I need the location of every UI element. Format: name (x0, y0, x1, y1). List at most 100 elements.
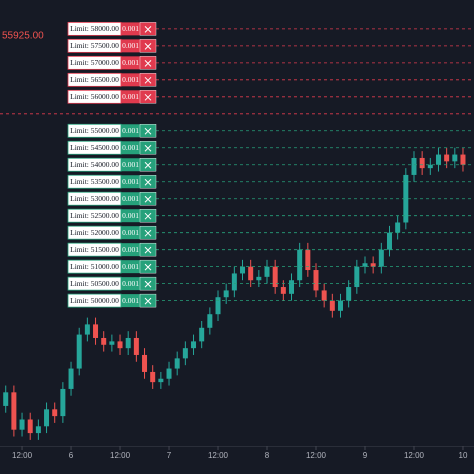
candle-body (125, 337, 131, 349)
cancel-icon (144, 59, 152, 67)
candle-body (240, 266, 246, 274)
candle-body (346, 287, 352, 301)
order-qty-box (121, 22, 140, 36)
order-label: Limit: 54500.00 (70, 143, 119, 152)
candle-body (460, 154, 466, 165)
candle-body (19, 419, 25, 430)
order-qty: 0.001 (122, 41, 139, 50)
x-tick-label: 12:00 (306, 451, 327, 460)
x-tick-label: 12:00 (404, 451, 425, 460)
x-tick-label: 9 (363, 451, 368, 460)
order-qty: 0.001 (122, 245, 139, 254)
order-qty: 0.001 (122, 194, 139, 203)
order-qty-box (121, 141, 140, 155)
order-qty: 0.001 (122, 262, 139, 271)
order-label: Limit: 57000.00 (70, 58, 119, 67)
candle-body (60, 388, 66, 417)
candle-body (84, 324, 90, 335)
cancel-icon (144, 297, 152, 305)
x-tick-label: 6 (69, 451, 74, 460)
candle-body (329, 300, 335, 311)
order-qty: 0.001 (122, 296, 139, 305)
cancel-icon (144, 26, 152, 33)
candle-body (117, 341, 123, 349)
candle-body (199, 327, 205, 342)
candle-body (191, 341, 197, 349)
cancel-icon (144, 43, 152, 50)
order-qty-box (121, 277, 140, 291)
candle-body (68, 368, 74, 389)
order-label: Limit: 52000.00 (70, 228, 119, 237)
candle-body (313, 270, 319, 291)
order-label: Limit: 53000.00 (70, 194, 119, 203)
candle-body (386, 232, 392, 250)
order-qty-box (121, 56, 140, 70)
order-label: Limit: 51500.00 (70, 245, 119, 254)
candle-body (35, 426, 41, 434)
order-qty: 0.001 (122, 177, 139, 186)
candle-body (411, 157, 417, 175)
order-qty-box (121, 175, 140, 189)
order-qty-box (121, 90, 140, 104)
order-label: Limit: 57500.00 (70, 41, 119, 50)
candle-body (109, 341, 115, 345)
order-qty-box (121, 260, 140, 274)
order-label: Limit: 56500.00 (70, 75, 119, 84)
candle-body (444, 154, 450, 162)
order-qty-box (121, 73, 140, 87)
candle-body (403, 174, 409, 223)
candle-body (231, 273, 237, 291)
candle-body (321, 290, 327, 301)
candle-body (142, 354, 148, 372)
candle-body (207, 314, 213, 328)
candle-body (166, 368, 172, 379)
cancel-icon (144, 161, 152, 169)
candle-body (395, 222, 401, 233)
candle-body (44, 409, 50, 427)
candle-body (354, 266, 360, 288)
order-label: Limit: 54000.00 (70, 160, 119, 169)
candle-body (297, 249, 303, 281)
order-label: Limit: 53500.00 (70, 177, 119, 186)
candle-body (248, 266, 254, 281)
candle-body (93, 324, 99, 338)
candle-body (223, 290, 229, 298)
cancel-icon (144, 127, 152, 135)
cancel-icon (144, 195, 152, 203)
order-label: Limit: 50500.00 (70, 279, 119, 288)
candle-body (427, 164, 433, 169)
candle-body (158, 378, 164, 383)
candle-body (3, 392, 9, 406)
candle-body (215, 297, 221, 315)
candle-body (280, 287, 286, 294)
order-qty: 0.001 (122, 58, 139, 67)
order-qty-box (121, 158, 140, 172)
order-qty: 0.001 (122, 24, 139, 33)
candle-body (174, 358, 180, 369)
candle-body (27, 419, 33, 434)
cancel-icon (144, 212, 152, 220)
x-tick-label: 7 (167, 451, 172, 460)
candle-body (76, 334, 82, 369)
candle-body (305, 249, 311, 271)
order-qty: 0.001 (122, 126, 139, 135)
order-qty-box (121, 209, 140, 223)
candle-body (182, 348, 188, 359)
order-label: Limit: 58000.00 (70, 24, 119, 33)
ohlc-legend: 55925.00 (2, 31, 44, 42)
cancel-icon (144, 229, 152, 237)
candle-body (435, 154, 441, 165)
order-qty: 0.001 (122, 279, 139, 288)
candle-body (256, 276, 262, 281)
candle-body (362, 263, 368, 267)
candle-body (452, 154, 458, 162)
order-qty: 0.001 (122, 160, 139, 169)
order-qty: 0.001 (122, 228, 139, 237)
order-label: Limit: 56000.00 (70, 92, 119, 101)
candle-body (289, 280, 295, 294)
candle-body (133, 337, 139, 355)
candle-body (337, 300, 343, 311)
x-tick-label: 12:00 (12, 451, 33, 460)
cancel-icon (144, 93, 152, 101)
